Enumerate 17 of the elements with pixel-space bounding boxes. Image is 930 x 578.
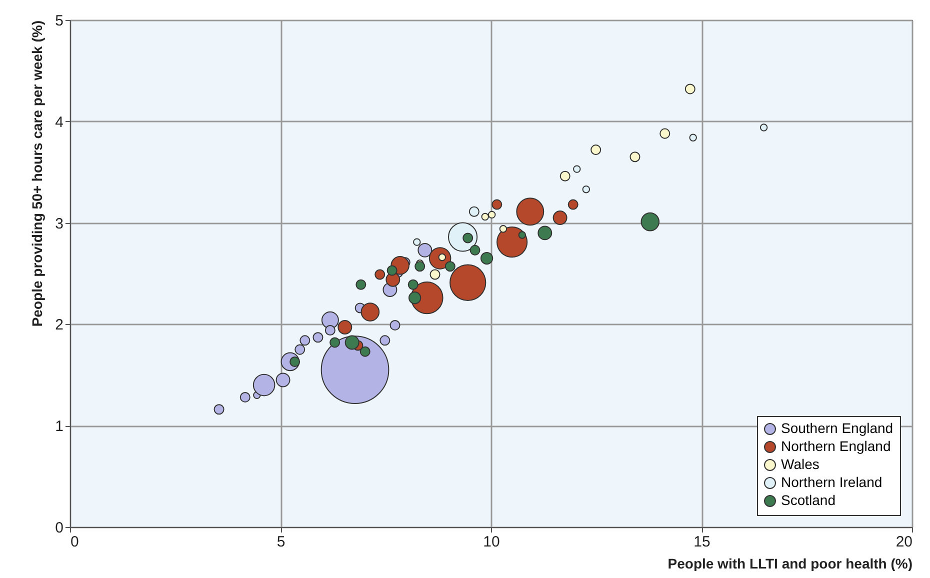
legend-label: Southern England xyxy=(781,420,894,436)
x-tick-label: 0 xyxy=(70,534,79,550)
x-tick-label: 20 xyxy=(896,534,912,550)
x-tick-label: 15 xyxy=(694,534,710,550)
y-tick-label: 3 xyxy=(55,215,64,232)
legend-label: Scotland xyxy=(781,492,836,508)
legend-label: Wales xyxy=(781,456,820,472)
y-tick-label: 0 xyxy=(55,520,64,536)
y-tick-label: 2 xyxy=(55,316,64,334)
legend-label: Northern Ireland xyxy=(781,474,882,490)
y-tick-label: 1 xyxy=(55,418,64,436)
x-tick-label: 5 xyxy=(276,534,286,550)
x-tick-label: 10 xyxy=(483,534,500,550)
y-tick-label: 5 xyxy=(55,12,64,30)
y-axis-title: People providing 50+ hours care per week (%) xyxy=(29,20,46,327)
legend-label: Northern England xyxy=(781,438,891,454)
y-tick-label: 4 xyxy=(55,114,64,131)
